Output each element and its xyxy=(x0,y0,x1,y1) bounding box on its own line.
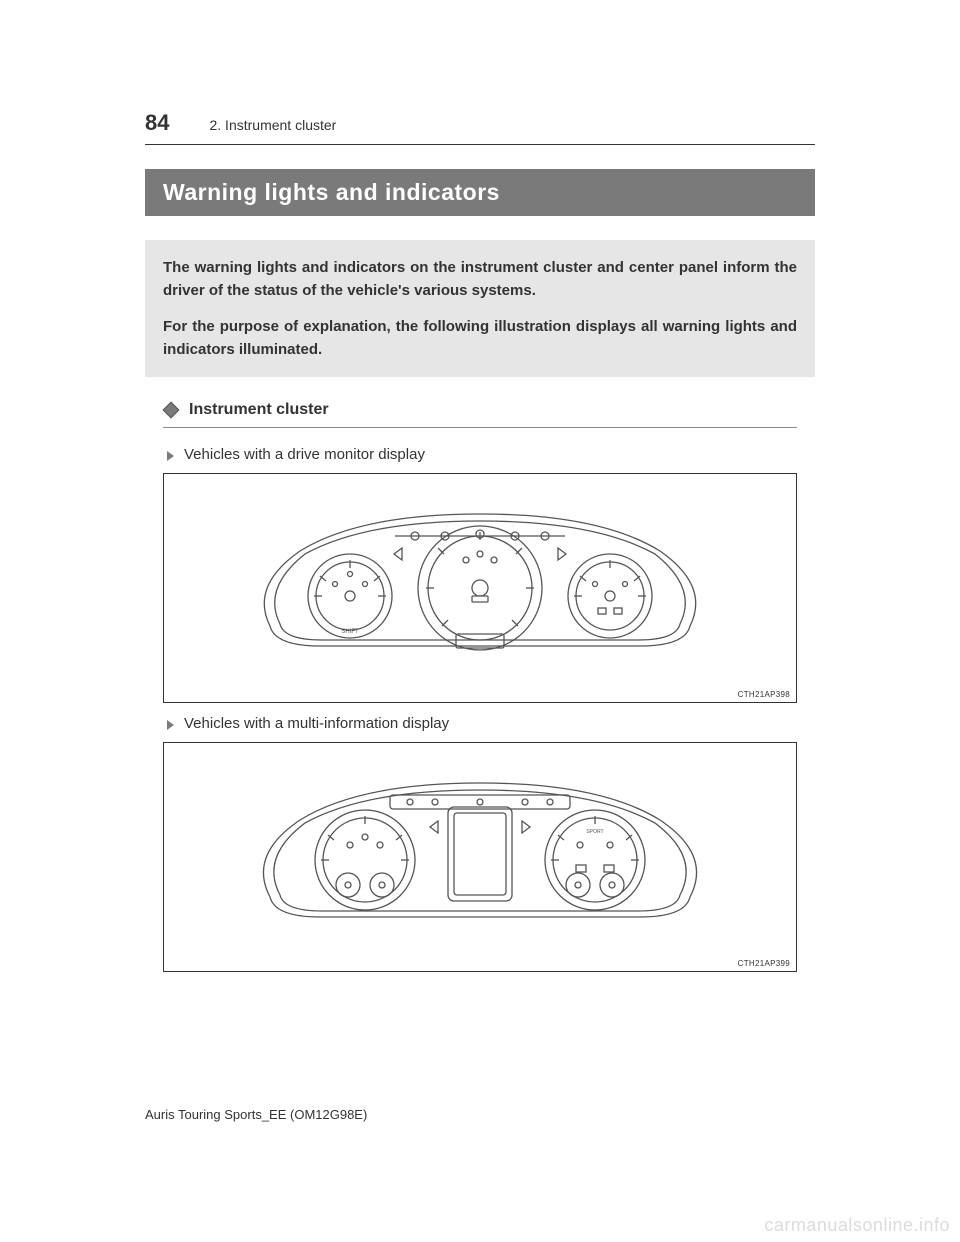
figure-code: CTH21AP398 xyxy=(738,690,790,699)
watermark: carmanualsonline.info xyxy=(764,1215,950,1236)
svg-text:SHIFT: SHIFT xyxy=(341,629,359,635)
figure-code: CTH21AP399 xyxy=(738,959,790,968)
page-number: 84 xyxy=(145,110,169,136)
cluster-illustration-2: SPORT xyxy=(240,765,720,945)
footer-text: Auris Touring Sports_EE (OM12G98E) xyxy=(145,1107,367,1122)
svg-text:SPORT: SPORT xyxy=(586,829,603,835)
list-item: Vehicles with a drive monitor display xyxy=(163,446,797,463)
page-header: 84 2. Instrument cluster xyxy=(145,110,815,145)
subsection-label: Instrument cluster xyxy=(189,401,329,419)
triangle-icon xyxy=(167,451,174,461)
intro-box: The warning lights and indicators on the… xyxy=(145,240,815,377)
chapter-label: 2. Instrument cluster xyxy=(209,117,336,133)
list-item: Vehicles with a multi-information displa… xyxy=(163,715,797,732)
cluster-illustration-1: SHIFT xyxy=(240,496,720,676)
diamond-icon xyxy=(163,402,180,419)
list-item-text: Vehicles with a drive monitor display xyxy=(184,446,425,463)
intro-paragraph-1: The warning lights and indicators on the… xyxy=(163,256,797,303)
list-item-text: Vehicles with a multi-information displa… xyxy=(184,715,449,732)
section-title: Warning lights and indicators xyxy=(145,169,815,216)
figure-multi-info: SPORT CTH21AP399 xyxy=(163,742,797,972)
intro-paragraph-2: For the purpose of explanation, the foll… xyxy=(163,315,797,362)
figure-drive-monitor: SHIFT xyxy=(163,473,797,703)
triangle-icon xyxy=(167,720,174,730)
subsection-heading: Instrument cluster xyxy=(163,401,797,428)
